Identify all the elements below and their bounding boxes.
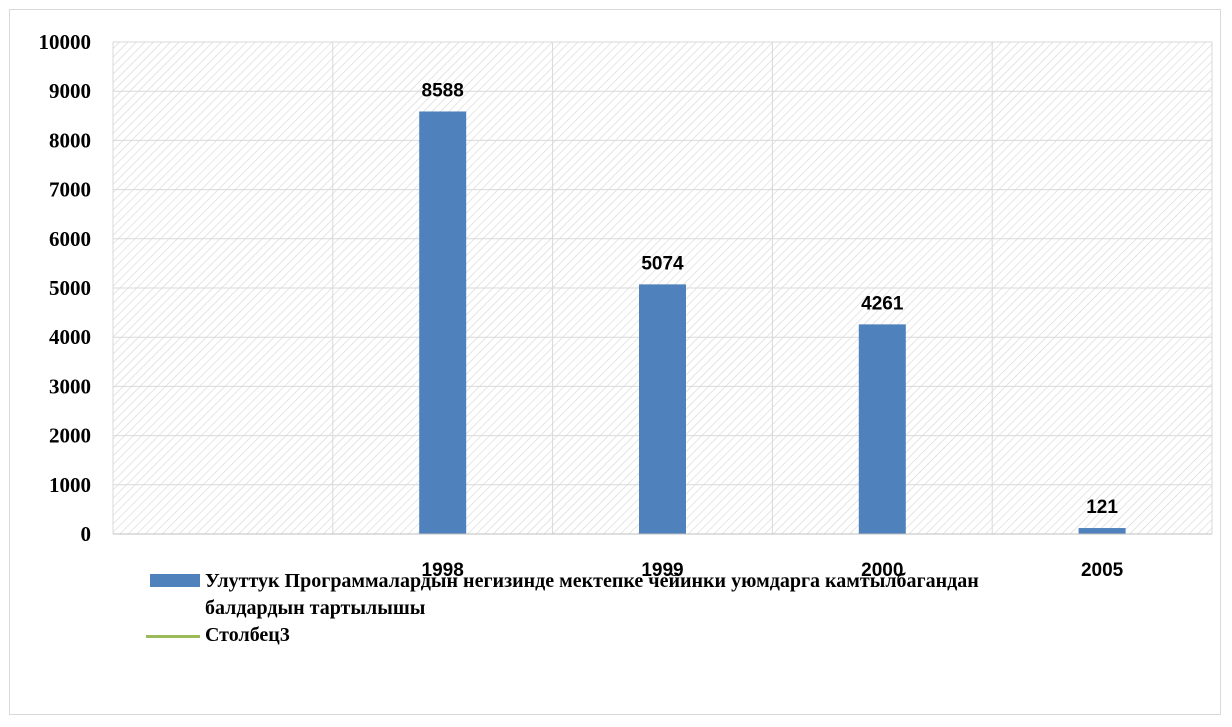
legend-label-series-2: Столбец3 bbox=[205, 624, 290, 646]
y-tick-label: 5000 bbox=[49, 276, 91, 300]
data-label-1999: 5074 bbox=[641, 253, 684, 274]
data-label-2000: 4261 bbox=[861, 293, 904, 314]
y-tick-label: 3000 bbox=[49, 374, 91, 398]
x-axis-ticks: 1998 1999 2000 2005 bbox=[422, 560, 1124, 581]
bar-1999 bbox=[639, 284, 686, 534]
data-labels: 8588 5074 4261 121 bbox=[422, 80, 1119, 518]
y-tick-label: 1000 bbox=[49, 473, 91, 497]
y-axis-ticks: 0 1000 2000 3000 4000 5000 6000 7000 8000 9000 100… bbox=[39, 30, 92, 546]
legend-swatch-bar bbox=[150, 574, 200, 587]
bars bbox=[419, 111, 1126, 534]
legend-swatch-line bbox=[146, 635, 200, 638]
legend: Улуттук Программалардын негизинде мектеп… bbox=[146, 568, 1050, 649]
x-tick-label: 2000 bbox=[861, 560, 903, 581]
x-tick-label: 1998 bbox=[422, 560, 464, 581]
y-tick-label: 8000 bbox=[49, 128, 91, 152]
y-tick-label: 6000 bbox=[49, 227, 91, 251]
bar-1998 bbox=[419, 111, 467, 534]
x-tick-label: 2005 bbox=[1081, 560, 1124, 581]
y-tick-label: 0 bbox=[81, 522, 92, 546]
data-label-1998: 8588 bbox=[422, 80, 464, 101]
x-tick-label: 1999 bbox=[641, 560, 683, 581]
legend-item-series-2: Столбец3 bbox=[146, 622, 1050, 649]
y-tick-label: 9000 bbox=[49, 79, 91, 103]
legend-item-series-1: Улуттук Программалардын негизинде мектеп… bbox=[150, 568, 1050, 622]
bar-2000 bbox=[858, 324, 906, 534]
y-tick-label: 4000 bbox=[49, 325, 91, 349]
bar-2005 bbox=[1078, 528, 1126, 534]
y-tick-label: 7000 bbox=[49, 178, 91, 202]
data-label-2005: 121 bbox=[1086, 497, 1118, 518]
y-tick-label: 2000 bbox=[49, 424, 91, 448]
y-tick-label: 10000 bbox=[39, 30, 92, 54]
legend-label-series-1: Улуттук Программалардын негизинде мектеп… bbox=[205, 570, 979, 619]
